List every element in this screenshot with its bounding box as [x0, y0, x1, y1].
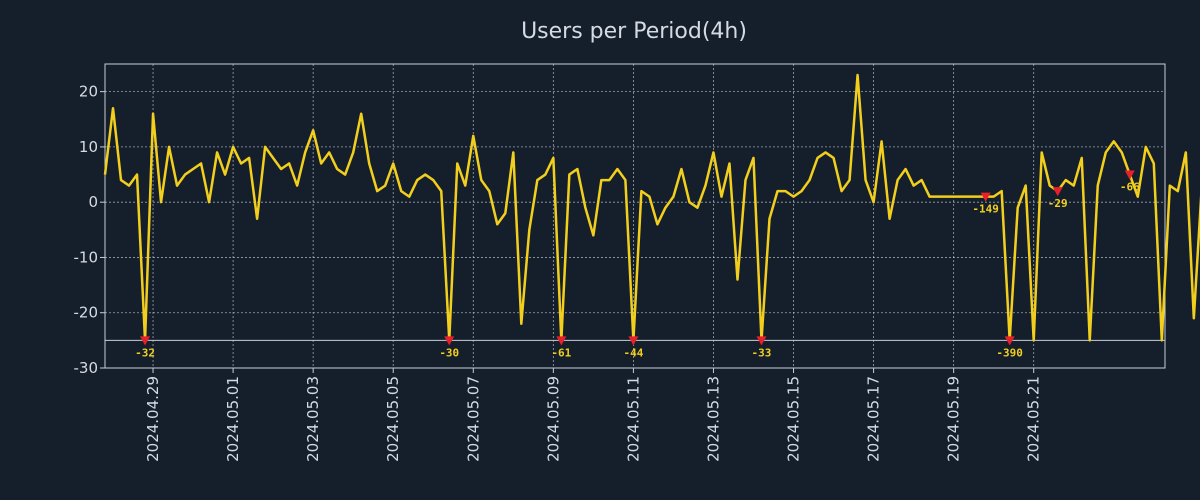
- clip-value-label: -390: [996, 346, 1023, 359]
- clip-marker: [1052, 187, 1063, 197]
- x-tick-label: 2024.05.21: [1025, 376, 1043, 462]
- clip-marker: [1124, 170, 1135, 180]
- clip-value-label: -30: [439, 346, 459, 359]
- x-tick-label: 2024.05.17: [865, 376, 883, 462]
- clip-value-label: -29: [1048, 197, 1068, 210]
- y-tick-label: 20: [79, 83, 98, 101]
- grid-lines: [105, 64, 1165, 369]
- x-tick-label: 2024.05.15: [785, 376, 803, 462]
- y-tick-label: -10: [74, 248, 99, 266]
- clip-marker: [980, 192, 991, 202]
- x-tick-label: 2024.05.01: [224, 376, 242, 462]
- y-tick-label: 0: [88, 193, 98, 211]
- y-axis: -30 -20 -10 0 10 20: [74, 83, 105, 377]
- clip-marker: [140, 336, 151, 346]
- clip-value-label: -44: [623, 346, 643, 359]
- series-line-users: [103, 73, 1200, 342]
- x-tick-label: 2024.05.09: [544, 376, 562, 462]
- x-tick-label: 2024.05.03: [304, 376, 322, 462]
- clip-marker: [756, 336, 767, 346]
- clip-marker: [444, 336, 455, 346]
- x-tick-label: 2024.05.07: [464, 376, 482, 462]
- clip-value-label: -149: [972, 203, 999, 216]
- clip-value-label: -33: [752, 346, 772, 359]
- x-tick-label: 2024.05.19: [945, 376, 963, 462]
- clip-marker: [556, 336, 567, 346]
- x-tick-label: 2024.05.13: [704, 376, 722, 462]
- clip-value-label: -32: [135, 346, 155, 359]
- clip-marker: [628, 336, 639, 346]
- y-tick-label: -20: [74, 304, 99, 322]
- clip-marker: [1004, 336, 1015, 346]
- clip-value-label: -61: [551, 346, 571, 359]
- x-axis: 2024.04.29 2024.05.01 2024.05.03 2024.05.05…: [144, 368, 1043, 462]
- annotations: -32 -30 -61 -44 -33 -149 -390 -29 -66: [135, 170, 1140, 359]
- x-tick-label: 2024.04.29: [144, 376, 162, 462]
- x-tick-label: 2024.05.05: [384, 376, 402, 462]
- y-tick-label: 10: [79, 138, 98, 156]
- chart-title: Users per Period(4h): [521, 19, 747, 44]
- y-tick-label: -30: [74, 359, 99, 377]
- clip-value-label: -66: [1120, 181, 1140, 194]
- x-tick-label: 2024.05.11: [624, 376, 642, 462]
